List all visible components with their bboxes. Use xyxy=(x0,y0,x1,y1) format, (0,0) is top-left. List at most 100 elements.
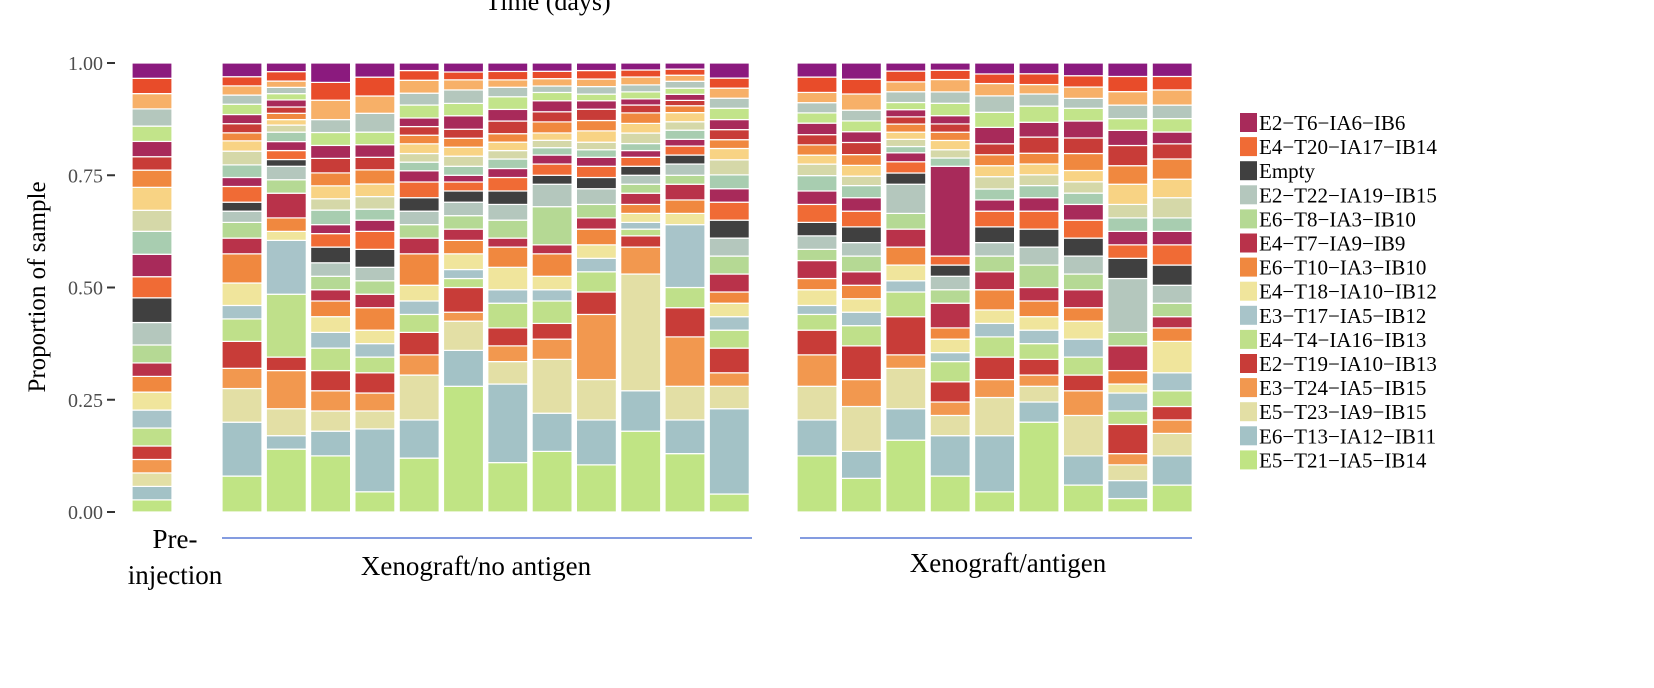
bar-segment xyxy=(1018,374,1060,387)
bar-segment xyxy=(664,80,706,89)
bar-segment xyxy=(1107,183,1149,206)
legend-item: E2−T6−IA6−IB6 xyxy=(1240,111,1405,135)
bar-segment xyxy=(265,149,307,161)
bar-segment xyxy=(442,349,485,387)
bar-segment xyxy=(1151,117,1193,133)
legend-swatch xyxy=(1240,257,1257,277)
bar-segment xyxy=(531,450,573,513)
bar-segment xyxy=(1107,392,1149,412)
legend-swatch xyxy=(1240,354,1257,373)
bar-segment xyxy=(265,112,307,121)
bar-segment xyxy=(131,391,173,411)
bar-segment xyxy=(708,385,750,410)
bar-segment xyxy=(310,289,352,302)
bar-segment xyxy=(487,203,529,221)
bar-segment xyxy=(487,96,529,111)
bar-segment xyxy=(310,118,352,134)
bar-segment xyxy=(1062,97,1105,109)
bar-segment xyxy=(131,253,173,278)
bar-segment xyxy=(1018,286,1060,302)
bar-segment xyxy=(1018,246,1060,266)
bar-segment xyxy=(221,123,263,134)
bar-segment xyxy=(929,149,971,159)
bar-segment xyxy=(531,91,573,102)
bar-3 xyxy=(265,62,307,513)
bar-segment xyxy=(310,185,352,200)
bar-segment xyxy=(265,165,307,181)
bar-segment xyxy=(973,199,1016,212)
bar-segment xyxy=(929,264,971,277)
bar-segment xyxy=(265,124,307,133)
bar-segment xyxy=(575,62,618,72)
bar-segment xyxy=(442,286,485,313)
legend-swatch xyxy=(1240,113,1257,132)
bar-segment xyxy=(973,396,1016,437)
bar-segment xyxy=(664,138,706,147)
bar-2 xyxy=(221,62,263,513)
bar-segment xyxy=(221,140,263,152)
bar-segment xyxy=(1018,152,1060,165)
bar-segment xyxy=(1062,338,1105,358)
group-labels: Pre-injection Xenograft/no antigen Xenogra… xyxy=(128,524,1192,590)
bar-segment xyxy=(487,246,529,268)
bar-segment xyxy=(354,307,396,331)
bar-15 xyxy=(840,62,883,513)
bar-segment xyxy=(1107,203,1149,219)
bar-segment xyxy=(929,69,971,81)
bar-segment xyxy=(442,71,485,81)
bar-segment xyxy=(620,165,662,176)
bar-segment xyxy=(310,430,352,457)
bar-segment xyxy=(575,257,618,273)
bar-segment xyxy=(973,322,1016,338)
bar-segment xyxy=(885,161,927,174)
bar-segment xyxy=(840,477,883,513)
bar-segment xyxy=(354,410,396,430)
bar-segment xyxy=(398,125,440,136)
bar-segment xyxy=(354,195,396,210)
bar-segment xyxy=(398,224,440,239)
bar-segment xyxy=(310,198,352,211)
bar-segment xyxy=(708,329,750,349)
bar-segment xyxy=(1151,419,1193,435)
bar-segment xyxy=(398,300,440,316)
bar-segment xyxy=(840,184,883,199)
bar-segment xyxy=(575,203,618,219)
legend: E2−T6−IA6−IB6E4−T20−IA17−IB14EmptyE2−T22… xyxy=(1240,111,1437,472)
bar-segment xyxy=(1018,121,1060,138)
bar-segment xyxy=(354,343,396,358)
legend-item: E3−T24−IA5−IB15 xyxy=(1240,376,1426,400)
bar-segment xyxy=(708,273,750,293)
bar-segment xyxy=(1107,479,1149,500)
bar-20 xyxy=(1062,62,1105,513)
bar-segment xyxy=(840,255,883,273)
bar-segment xyxy=(885,264,927,282)
bar-segment xyxy=(221,253,263,284)
bar-segment xyxy=(708,139,750,150)
bar-1 xyxy=(131,62,173,513)
bar-segment xyxy=(575,108,618,122)
bar-segment xyxy=(531,62,573,72)
bar-segment xyxy=(1107,345,1149,372)
bar-21 xyxy=(1107,62,1149,513)
bar-segment xyxy=(398,143,440,155)
bar-segment xyxy=(1062,484,1105,513)
bar-segment xyxy=(131,445,173,461)
bar-segment xyxy=(1107,383,1149,394)
bar-segment xyxy=(973,95,1016,113)
bar-segment xyxy=(620,390,662,432)
bar-segment xyxy=(929,115,971,125)
bar-segment xyxy=(664,183,706,201)
bar-segment xyxy=(1107,75,1149,93)
bar-segment xyxy=(1062,273,1105,291)
bar-segment xyxy=(131,62,173,79)
bar-segment xyxy=(487,120,529,135)
bar-segment xyxy=(664,163,706,176)
bar-segment xyxy=(796,190,838,206)
bar-segment xyxy=(575,149,618,158)
bar-segment xyxy=(265,356,307,372)
bar-segment xyxy=(487,141,529,152)
bar-segment xyxy=(531,253,573,277)
bars xyxy=(131,62,1193,513)
bar-segment xyxy=(531,338,573,360)
